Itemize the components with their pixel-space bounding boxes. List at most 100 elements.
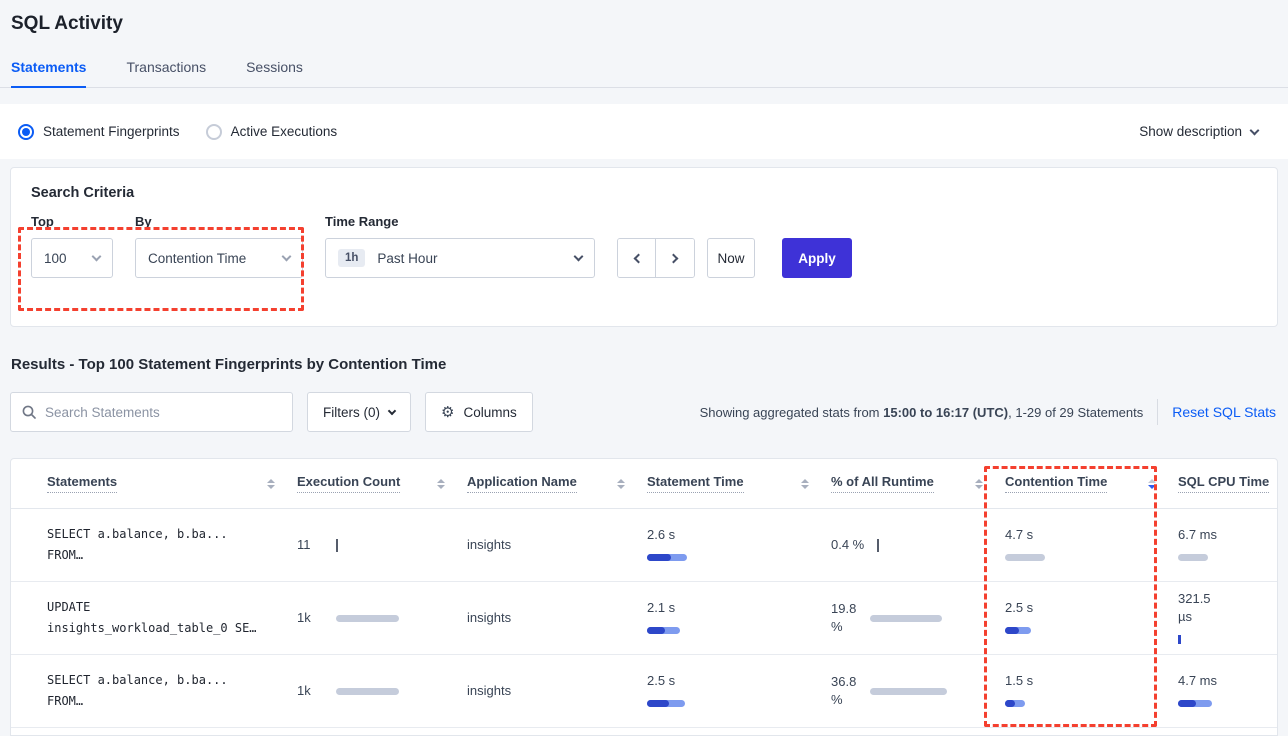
cell-value: 11: [297, 537, 311, 552]
column-header-runtime-pct[interactable]: % of All Runtime: [831, 474, 1005, 493]
reset-sql-stats-link[interactable]: Reset SQL Stats: [1172, 404, 1276, 420]
cell-execution-count: 1k: [297, 682, 467, 700]
column-label: Execution Count: [297, 474, 401, 493]
column-header-statements[interactable]: Statements: [47, 474, 297, 493]
stats-summary: Showing aggregated stats from 15:00 to 1…: [700, 405, 1144, 420]
sort-icon[interactable]: [801, 478, 809, 489]
columns-button[interactable]: ⚙ Columns: [425, 392, 533, 432]
cell-bar: [336, 612, 399, 625]
chevron-right-icon: [668, 253, 678, 263]
tab-transactions[interactable]: Transactions: [126, 59, 207, 75]
table-row[interactable]: UPDATE insights_workload_table_0 SE… 1k ins…: [11, 582, 1277, 655]
search-criteria-card: Search Criteria Top 100 By Contention Ti…: [10, 167, 1278, 327]
filters-label: Filters (0): [323, 404, 380, 420]
chevron-left-icon: [633, 253, 644, 263]
column-header-execution-count[interactable]: Execution Count: [297, 474, 467, 493]
sort-icon[interactable]: [617, 478, 625, 489]
radio-label: Active Executions: [230, 124, 338, 139]
column-label: Statements: [47, 474, 118, 493]
show-description-toggle[interactable]: Show description: [1139, 124, 1260, 139]
by-select[interactable]: Contention Time: [135, 238, 303, 278]
page-title: SQL Activity: [11, 13, 123, 34]
column-label: SQL CPU Time: [1178, 474, 1270, 493]
time-prev-button[interactable]: [618, 239, 656, 277]
cell-bar: [336, 685, 399, 698]
radio-label: Statement Fingerprints: [43, 124, 180, 139]
sort-icon-active[interactable]: [1148, 478, 1156, 489]
cell-statements[interactable]: UPDATE insights_workload_table_0 SE…: [47, 600, 257, 635]
sort-icon[interactable]: [267, 478, 275, 489]
column-header-contention-time[interactable]: Contention Time: [1005, 474, 1178, 493]
cell-value: 2.5 s: [1005, 600, 1034, 615]
cell-bar: [1178, 551, 1274, 564]
now-button[interactable]: Now: [707, 238, 755, 278]
cell-contention-time: 4.7 s: [1005, 526, 1178, 564]
top-select[interactable]: 100: [31, 238, 113, 278]
table-row[interactable]: SELECT a.balance, b.ba... FROM… 1k insights…: [11, 655, 1277, 728]
search-statements-input[interactable]: [45, 404, 281, 420]
cell-statements[interactable]: SELECT a.balance, b.ba... FROM…: [47, 527, 228, 562]
cell-bar: [647, 551, 817, 564]
tab-sessions[interactable]: Sessions: [246, 59, 303, 75]
chevron-down-icon: [1249, 125, 1260, 135]
chevron-down-icon: [573, 251, 584, 262]
apply-button[interactable]: Apply: [782, 238, 852, 278]
table-body: SELECT a.balance, b.ba... FROM… 11 insights…: [11, 509, 1277, 728]
tab-statements[interactable]: Statements: [11, 59, 87, 88]
cell-execution-count: 1k: [297, 609, 467, 627]
cell-application-name: insights: [467, 537, 512, 552]
stats-time-range: 15:00 to 16:17 (UTC): [883, 404, 1009, 420]
search-criteria-title: Search Criteria: [31, 185, 135, 201]
column-label: Application Name: [467, 474, 577, 493]
table-row[interactable]: SELECT a.balance, b.ba... FROM… 11 insights…: [11, 509, 1277, 582]
column-header-statement-time[interactable]: Statement Time: [647, 474, 831, 493]
column-header-application-name[interactable]: Application Name: [467, 474, 647, 493]
time-range-badge: 1h: [338, 249, 366, 267]
column-label: Statement Time: [647, 474, 744, 493]
cell-application-name: insights: [467, 610, 512, 625]
cell-bar: [877, 538, 880, 552]
time-range-select[interactable]: 1h Past Hour: [325, 238, 595, 278]
filters-button[interactable]: Filters (0): [307, 392, 411, 432]
time-next-button[interactable]: [656, 239, 694, 277]
cell-statements[interactable]: SELECT a.balance, b.ba... FROM…: [47, 673, 228, 708]
time-range-label: Time Range: [325, 214, 399, 229]
cell-value: 36.8%: [831, 674, 857, 707]
column-header-sql-cpu-time: SQL CPU Time: [1178, 474, 1277, 493]
radio-selected-icon[interactable]: [18, 123, 34, 140]
vertical-divider: [1157, 399, 1159, 425]
sort-icon[interactable]: [975, 478, 983, 489]
chevron-down-icon: [281, 251, 292, 262]
time-nav-buttons: [617, 238, 695, 278]
table-controls-row: Filters (0) ⚙ Columns Showing aggregated…: [10, 392, 1278, 432]
columns-label: Columns: [463, 404, 517, 420]
cell-value: 4.7 ms: [1178, 673, 1218, 688]
cell-bar: [1178, 633, 1274, 646]
cell-value: 6.7 ms: [1178, 527, 1218, 542]
cell-value: 2.1 s: [647, 600, 676, 615]
cell-statement-time: 2.1 s: [647, 599, 831, 637]
table-header-row: Statements Execution Count Application Nam…: [11, 459, 1277, 509]
cell-runtime-pct: 36.8%: [831, 673, 1005, 709]
time-range-value: Past Hour: [377, 250, 438, 266]
cell-bar: [647, 624, 817, 637]
cell-bar: [336, 538, 338, 552]
column-label: % of All Runtime: [831, 474, 934, 493]
radio-active-executions[interactable]: Active Executions: [205, 123, 338, 140]
cell-contention-time: 1.5 s: [1005, 672, 1178, 710]
radio-statement-fingerprints[interactable]: Statement Fingerprints: [18, 123, 180, 140]
by-field: By Contention Time: [135, 214, 303, 278]
cell-bar: [1005, 551, 1164, 564]
by-label: By: [135, 214, 152, 229]
gear-icon: ⚙: [441, 403, 455, 421]
cell-value: 19.8%: [831, 601, 857, 634]
statements-table: Statements Execution Count Application Nam…: [10, 458, 1278, 736]
radio-unselected-icon[interactable]: [205, 123, 222, 140]
top-label: Top: [31, 214, 54, 229]
column-label: Contention Time: [1005, 474, 1108, 493]
sort-icon[interactable]: [437, 478, 445, 489]
search-icon: [22, 405, 36, 419]
cell-runtime-pct: 19.8%: [831, 600, 1005, 636]
search-statements-box[interactable]: [10, 392, 293, 432]
